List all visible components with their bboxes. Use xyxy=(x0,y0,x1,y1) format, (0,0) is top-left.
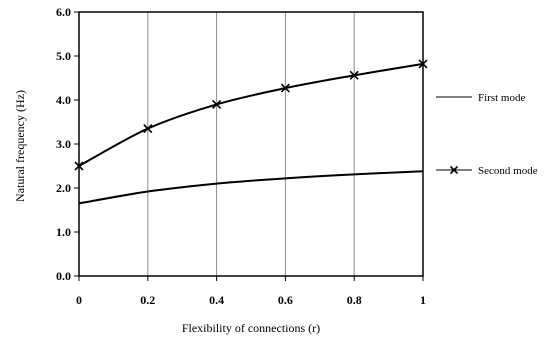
y-axis-title: Natural frequency (Hz) xyxy=(13,90,27,202)
y-tick-labels: 0.0 1.0 2.0 3.0 4.0 5.0 6.0 xyxy=(56,5,71,283)
y-tick-label-5.0: 5.0 xyxy=(56,49,71,63)
data-point-second-mode-3 xyxy=(280,83,290,93)
series xyxy=(74,59,428,205)
y-tick-label-0.0: 0.0 xyxy=(56,269,71,283)
x-tick-label-0.2: 0.2 xyxy=(140,293,155,307)
series-line-second-mode xyxy=(78,62,424,167)
y-tick-label-6.0: 6.0 xyxy=(56,5,71,19)
legend-marker-second-mode xyxy=(449,165,459,175)
data-point-second-mode-5 xyxy=(418,59,428,69)
data-point-second-mode-1 xyxy=(143,124,153,134)
x-tick-label-0.6: 0.6 xyxy=(278,293,293,307)
x-tick-label-0.8: 0.8 xyxy=(347,293,362,307)
legend-item-first-mode: First mode xyxy=(436,92,525,104)
legend: First mode Second mode xyxy=(436,92,538,177)
x-axis-title: Flexibility of connections (r) xyxy=(182,321,320,335)
legend-item-second-mode: Second mode xyxy=(436,165,538,177)
data-point-second-mode-2 xyxy=(212,99,222,109)
data-point-second-mode-4 xyxy=(349,70,359,80)
y-tick-label-4.0: 4.0 xyxy=(56,93,71,107)
y-tick-label-3.0: 3.0 xyxy=(56,137,71,151)
y-tick-label-2.0: 2.0 xyxy=(56,181,71,195)
series-line-first-mode xyxy=(78,170,424,205)
grid-lines xyxy=(147,12,355,276)
data-point-second-mode-0 xyxy=(74,161,84,171)
x-tick-label-0: 0 xyxy=(76,293,82,307)
plot-frame xyxy=(78,11,424,277)
axes xyxy=(74,11,424,281)
y-tick-label-1.0: 1.0 xyxy=(56,225,71,239)
legend-label-second-mode: Second mode xyxy=(478,165,538,177)
x-tick-label-1: 1 xyxy=(420,293,426,307)
x-tick-labels: 0 0.2 0.4 0.6 0.8 1 xyxy=(76,293,426,307)
x-tick-label-0.4: 0.4 xyxy=(209,293,224,307)
legend-label-first-mode: First mode xyxy=(478,92,525,104)
